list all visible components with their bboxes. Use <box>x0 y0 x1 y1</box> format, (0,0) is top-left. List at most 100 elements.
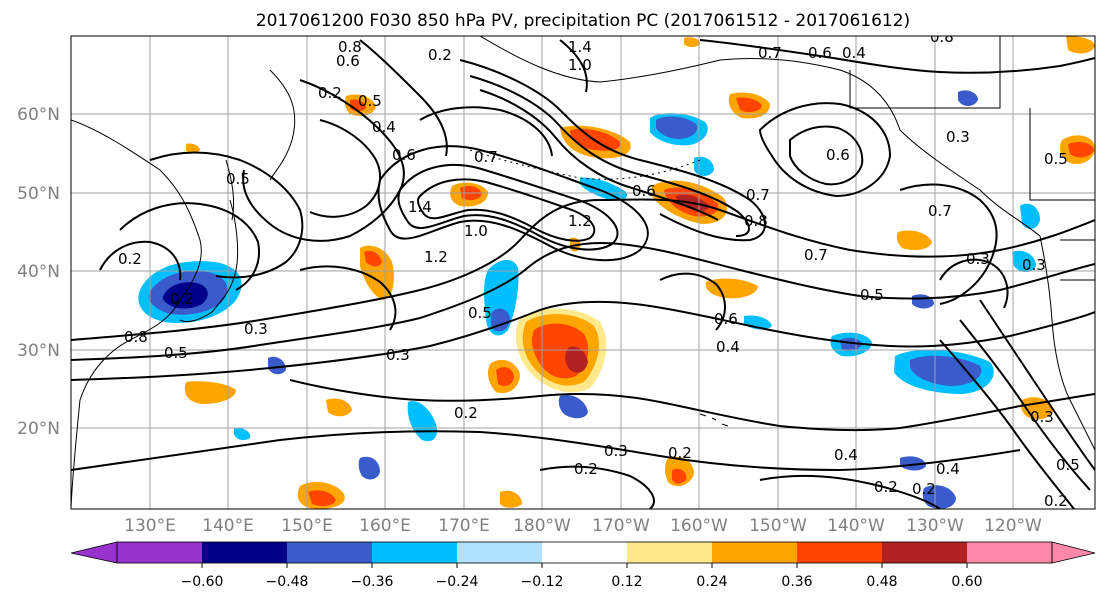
precip-patch <box>1012 250 1036 272</box>
contour-label: 1.0 <box>568 56 592 74</box>
pv-contour <box>119 202 260 291</box>
coastline-asia <box>71 119 202 509</box>
pv-contour <box>71 242 1095 361</box>
lat-label: 30°N <box>17 341 60 361</box>
pv-contour <box>289 379 1095 432</box>
colorbar-tick-label: −0.60 <box>181 574 224 590</box>
contour-label: 0.3 <box>946 128 970 146</box>
contour-label: 0.6 <box>632 182 656 200</box>
pv-contour <box>979 299 1095 471</box>
figure-title: 2017061200 F030 850 hPa PV, precipitatio… <box>256 11 910 31</box>
pv-contour <box>71 300 1095 381</box>
pv-contour <box>416 178 596 242</box>
contour-label: 0.5 <box>226 170 250 188</box>
contour-label: 0.5 <box>468 304 492 322</box>
pv-contour <box>419 106 553 157</box>
precip-patch <box>705 278 758 299</box>
precip-patch <box>656 116 698 139</box>
contour-label: 0.5 <box>164 344 188 362</box>
contour-label: 0.5 <box>358 92 382 110</box>
contour-label: 0.7 <box>758 44 782 62</box>
precip-patch <box>1020 203 1040 229</box>
pv-contour <box>397 164 619 251</box>
pv-contour <box>559 39 588 93</box>
contour-label: 0.6 <box>714 310 738 328</box>
colorbar-bin <box>712 542 797 563</box>
colorbar-tick-label: −0.24 <box>436 574 479 590</box>
lat-label: 60°N <box>17 105 60 125</box>
contour-label: 0.8 <box>338 38 362 56</box>
colorbar-tick-label: −0.12 <box>521 574 564 590</box>
contour-label: 0.3 <box>386 346 410 364</box>
contour-label: 1.0 <box>464 222 488 240</box>
contour-label: 0.2 <box>428 46 452 64</box>
colorbar-bin <box>457 542 542 563</box>
contour-label: 0.3 <box>1030 408 1054 426</box>
contour-label: 0.5 <box>1056 456 1080 474</box>
precip-patch <box>186 143 200 153</box>
contour-label: 0.2 <box>668 444 692 462</box>
contour-label: 0.7 <box>804 246 828 264</box>
precip-patch <box>900 456 926 471</box>
colorbar-tick-label: 0.12 <box>611 574 642 590</box>
precip-patch <box>565 346 588 373</box>
contour-label: 0.5 <box>1044 150 1068 168</box>
contour-label: 0.4 <box>372 118 396 136</box>
lon-label: 160°W <box>670 516 728 536</box>
coastline-aleutians <box>469 149 701 180</box>
pv-contour <box>469 75 750 237</box>
colorbar-extend-low <box>70 541 118 564</box>
contour-label: 0.3 <box>966 250 990 268</box>
pv-contour <box>789 125 864 186</box>
lon-label: 150°W <box>749 516 807 536</box>
pv-contour <box>242 79 405 242</box>
precip-patch <box>184 381 236 404</box>
precip-patch <box>910 355 982 386</box>
pv-contour <box>71 430 1021 472</box>
precip-patch <box>234 427 251 441</box>
colorbar-bin <box>287 542 372 563</box>
map-panel: 0.8 1.4 1.0 0.7 0.6 0.4 0.2 0.6 0.2 0.5 … <box>70 28 1096 510</box>
lon-label: 140°W <box>827 516 885 536</box>
precip-shading <box>138 36 1095 509</box>
colorbar-tick-label: −0.48 <box>266 574 309 590</box>
colorbar: −0.60 −0.48 −0.36 −0.24 −0.12 0.12 0.24 … <box>70 541 1096 590</box>
precip-patch <box>163 282 208 309</box>
colorbar-frame <box>116 541 1053 564</box>
contour-label: 0.8 <box>930 28 954 46</box>
colorbar-bin <box>797 542 882 563</box>
pv-contour <box>758 102 892 198</box>
colorbar-extend-high <box>1051 541 1096 564</box>
pv-contour <box>377 145 649 262</box>
precip-patch <box>558 394 588 419</box>
coastline-kamchatka <box>269 69 296 181</box>
precip-patch <box>684 37 700 47</box>
lat-label: 40°N <box>17 262 60 282</box>
contour-labels: 0.8 1.4 1.0 0.7 0.6 0.4 0.2 0.6 0.2 0.5 … <box>118 28 1080 509</box>
precip-patch <box>580 177 628 201</box>
precip-patch <box>308 490 336 507</box>
latitude-labels: 60°N 50°N 40°N 30°N 20°N <box>17 105 60 439</box>
lon-label: 130°E <box>124 516 176 536</box>
lon-label: 120°W <box>984 516 1042 536</box>
coastline-japan <box>179 199 239 323</box>
contour-label: 1.2 <box>424 248 448 266</box>
coastline-north-america <box>1039 235 1095 451</box>
pv-contour <box>699 39 1095 74</box>
pv-contour <box>759 474 941 509</box>
contour-label: 0.2 <box>454 404 478 422</box>
gridlines <box>71 36 1095 509</box>
contour-label: 0.8 <box>124 328 148 346</box>
colorbar-ticks <box>201 563 968 568</box>
contour-label: 0.2 <box>118 250 142 268</box>
colorbar-bin <box>967 542 1052 563</box>
colorbar-tick-label: 0.24 <box>696 574 727 590</box>
colorbar-bin <box>202 542 287 563</box>
contour-label: 0.2 <box>912 480 936 498</box>
pv-contour <box>309 119 382 218</box>
precip-patch <box>1066 36 1095 54</box>
contour-label: 0.4 <box>936 460 960 478</box>
contour-label: 0.4 <box>716 338 740 356</box>
precip-patch <box>896 230 932 250</box>
